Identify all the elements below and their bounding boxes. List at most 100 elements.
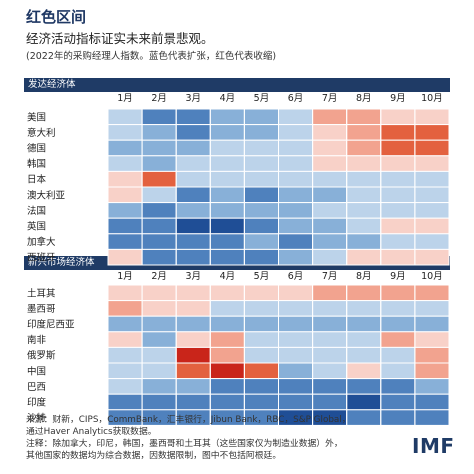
heatmap-cell bbox=[209, 346, 245, 364]
heatmap-cell bbox=[414, 300, 450, 317]
heatmap-cell bbox=[243, 300, 279, 317]
heatmap-cell bbox=[414, 233, 450, 250]
heatmap-cell bbox=[209, 108, 245, 126]
heatmap-cell bbox=[107, 186, 143, 204]
heatmap-cell bbox=[278, 186, 314, 204]
heatmap-cell bbox=[278, 170, 314, 188]
heatmap-cell bbox=[380, 108, 416, 126]
heatmap-cell bbox=[141, 331, 177, 348]
month-label: 1月 bbox=[117, 271, 133, 282]
heatmap-cell bbox=[278, 346, 314, 364]
country-label: 印度尼西亚 bbox=[27, 319, 75, 331]
country-label: 土耳其 bbox=[27, 287, 56, 299]
country-label: 英国 bbox=[27, 221, 46, 233]
heatmap-cell bbox=[243, 315, 279, 333]
heatmap-cell bbox=[209, 331, 245, 348]
heatmap-cell bbox=[141, 170, 177, 188]
footnote-line-2: 其他国家的数据均为综合数据，因数据限制，图中不包括阿根廷。 bbox=[26, 451, 282, 461]
source-line-1: 来源：财新，CIPS，CommBank，汇丰银行，Jibun Bank，RBC，… bbox=[26, 415, 351, 425]
heatmap-cell bbox=[380, 393, 416, 411]
month-label: 1月 bbox=[117, 93, 133, 104]
country-label: 中国 bbox=[27, 365, 46, 377]
heatmap-cell bbox=[209, 155, 245, 172]
heatmap-cell bbox=[175, 248, 211, 266]
heatmap-cell bbox=[380, 139, 416, 157]
heatmap-cell bbox=[380, 202, 416, 219]
month-label: 10月 bbox=[421, 93, 443, 104]
imf-logo: IMF bbox=[412, 434, 455, 458]
heatmap-cell bbox=[243, 124, 279, 141]
heatmap-cell bbox=[346, 186, 382, 204]
country-label: 日本 bbox=[27, 174, 47, 186]
heatmap-cell bbox=[346, 362, 382, 380]
heatmap-cell bbox=[346, 284, 382, 302]
heatmap-cell bbox=[209, 248, 245, 266]
heatmap-cell bbox=[243, 393, 279, 411]
section-bar-advanced: 发达经济体 bbox=[24, 78, 450, 92]
country-label: 俄罗斯 bbox=[27, 350, 56, 362]
month-label: 6月 bbox=[288, 93, 304, 104]
country-label: 巴西 bbox=[27, 382, 46, 393]
heatmap-cell bbox=[209, 124, 245, 141]
month-label: 4月 bbox=[220, 271, 236, 282]
heatmap-cell bbox=[243, 378, 279, 395]
heatmap-cell bbox=[141, 346, 177, 364]
heatmap-cell bbox=[175, 139, 211, 157]
heatmap-cell bbox=[414, 139, 450, 157]
heatmap-cell bbox=[346, 155, 382, 172]
heatmap-cell bbox=[278, 139, 314, 157]
heatmap-cell bbox=[107, 362, 143, 380]
heatmap-cell bbox=[175, 346, 211, 364]
heatmap-cell bbox=[107, 202, 143, 219]
heatmap-cell bbox=[278, 155, 314, 172]
heatmap-cell bbox=[141, 362, 177, 380]
heatmap-cell bbox=[209, 362, 245, 380]
country-label: 法国 bbox=[27, 205, 46, 217]
heatmap-cell bbox=[107, 155, 143, 172]
heatmap-cell bbox=[414, 346, 450, 364]
heatmap-cell bbox=[380, 248, 416, 266]
heatmap-cell bbox=[278, 362, 314, 380]
heatmap-cell bbox=[312, 124, 348, 141]
heatmap-cell bbox=[414, 248, 450, 266]
month-label: 3月 bbox=[185, 271, 201, 282]
heatmap-cell bbox=[346, 170, 382, 188]
heatmap-cell bbox=[380, 362, 416, 380]
heatmap-cell bbox=[141, 202, 177, 219]
heatmap-cell bbox=[380, 346, 416, 364]
heatmap-cell bbox=[278, 300, 314, 317]
heatmap-cell bbox=[243, 284, 279, 302]
heatmap-cell bbox=[243, 233, 279, 250]
heatmap-cell bbox=[346, 409, 382, 426]
heatmap-cell bbox=[175, 362, 211, 380]
footnote-line-1: 注释：除加拿大，印尼，韩国，墨西哥和土耳其（这些国家仅为制造业数据）外， bbox=[26, 439, 343, 449]
chart-title: 红色区间 bbox=[26, 8, 87, 26]
heatmap-cell bbox=[414, 362, 450, 380]
heatmap-cell bbox=[380, 155, 416, 172]
heatmap-cell bbox=[141, 248, 177, 266]
heatmap-cell bbox=[312, 233, 348, 250]
heatmap-cell bbox=[414, 284, 450, 302]
country-label: 意大利 bbox=[27, 127, 56, 139]
heatmap-cell bbox=[380, 315, 416, 333]
heatmap-cell bbox=[209, 284, 245, 302]
heatmap-cell bbox=[175, 186, 211, 204]
month-label: 3月 bbox=[185, 93, 201, 104]
month-label: 5月 bbox=[254, 93, 270, 104]
heatmap-cell bbox=[141, 378, 177, 395]
heatmap-cell bbox=[209, 378, 245, 395]
heatmap-cell bbox=[107, 124, 143, 141]
heatmap-cell bbox=[346, 217, 382, 235]
footnote-text: 注释：除加拿大，印尼，韩国，墨西哥和土耳其（这些国家仅为制造业数据）外， 其他国… bbox=[26, 438, 343, 462]
heatmap-cell bbox=[414, 315, 450, 333]
heatmap-cell bbox=[107, 248, 143, 266]
heatmap-cell bbox=[346, 202, 382, 219]
heatmap-cell bbox=[243, 155, 279, 172]
heatmap-cell bbox=[243, 139, 279, 157]
heatmap-cell bbox=[312, 202, 348, 219]
heatmap-cell bbox=[312, 300, 348, 317]
month-label: 2月 bbox=[151, 93, 167, 104]
heatmap-cell bbox=[175, 217, 211, 235]
heatmap-cell bbox=[209, 233, 245, 250]
